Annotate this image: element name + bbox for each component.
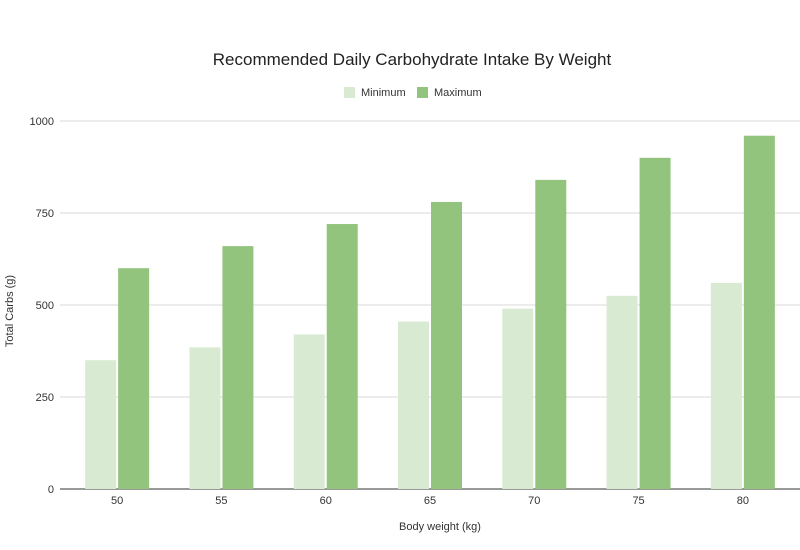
bar-maximum-75 [639,157,671,490]
bar-minimum-65 [398,321,429,489]
legend-swatch-maximum [417,87,428,98]
bar-minimum-75 [606,295,638,489]
bar-minimum-55 [189,347,221,489]
gridlines [60,120,800,490]
x-tick-label-80: 80 [737,495,749,507]
bar-minimum-60 [293,334,325,489]
bar-maximum-65 [431,201,462,489]
y-tick-label-750: 750 [36,208,54,220]
y-axis-label: Total Carbs (g) [4,275,16,347]
legend-label-minimum: Minimum [361,87,406,99]
bar-maximum-50 [118,268,150,489]
x-tick-label-75: 75 [632,495,644,507]
bars [85,135,775,490]
legend-swatch-minimum [344,87,355,98]
x-tick-label-50: 50 [111,495,123,507]
bar-maximum-55 [222,246,254,489]
chart-title: Recommended Daily Carbohydrate Intake By… [213,50,612,69]
y-axis-ticks: 0 250 500 750 1000 [30,116,54,496]
y-tick-label-1000: 1000 [30,116,54,128]
y-tick-label-0: 0 [48,484,54,496]
x-axis-label: Body weight (kg) [399,521,481,533]
y-tick-label-500: 500 [36,300,54,312]
x-tick-label-65: 65 [424,495,436,507]
x-tick-label-60: 60 [320,495,332,507]
legend: Minimum Maximum [344,87,482,99]
bar-minimum-80 [710,282,742,489]
x-axis-ticks: 50 55 60 65 70 75 80 [111,495,749,507]
bar-maximum-80 [743,135,775,489]
x-tick-label-55: 55 [215,495,227,507]
y-tick-label-250: 250 [36,392,54,404]
bar-minimum-70 [502,308,534,489]
x-tick-label-70: 70 [528,495,540,507]
bar-maximum-70 [535,179,567,489]
legend-label-maximum: Maximum [434,87,482,99]
bar-minimum-50 [85,360,117,489]
bar-maximum-60 [326,224,358,490]
